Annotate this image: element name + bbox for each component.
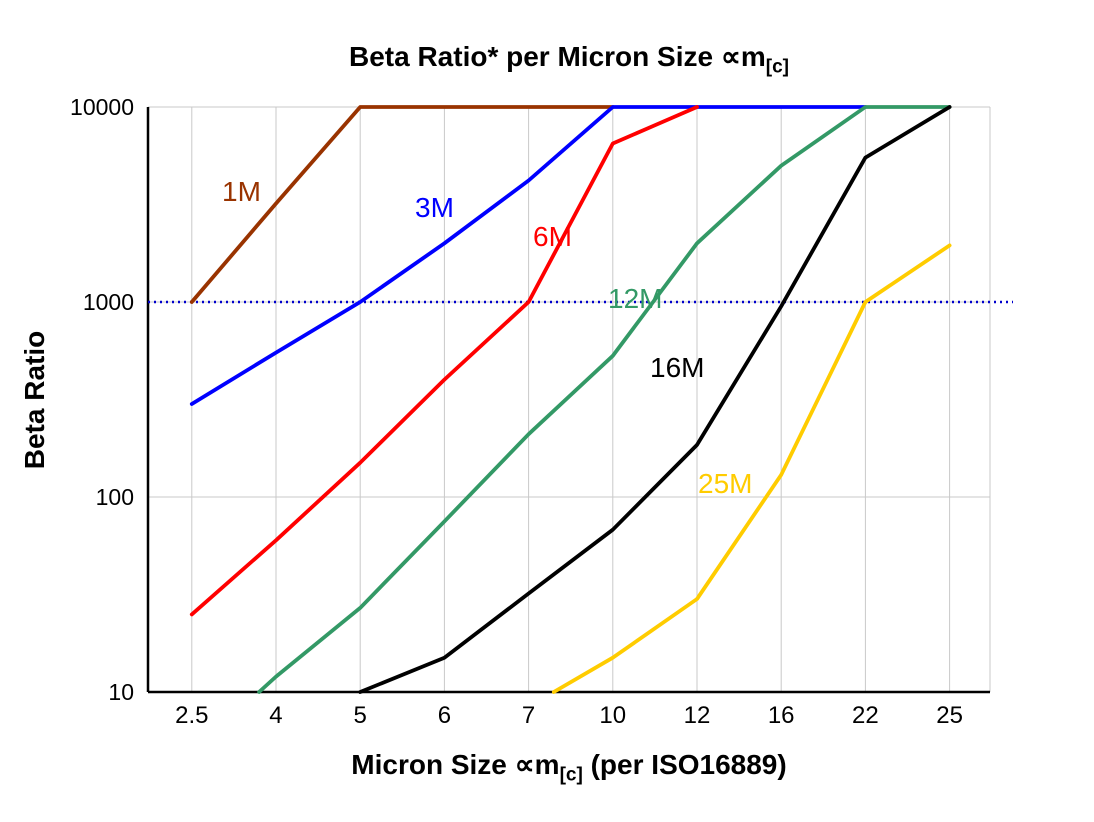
series-line-12M bbox=[257, 105, 952, 694]
series-line-1M bbox=[189, 105, 615, 304]
series-label-25M: 25M bbox=[698, 468, 753, 499]
y-tick-label: 10 bbox=[108, 679, 134, 705]
series-line-3M bbox=[189, 105, 868, 406]
x-tick-label: 5 bbox=[353, 702, 367, 729]
chart-title-subscript: [c] bbox=[765, 56, 790, 78]
series-label-16M: 16M bbox=[650, 352, 705, 383]
chart-title: Beta Ratio* per Micron Size ∝m[c] bbox=[148, 40, 990, 79]
x-axis-title-subscript: [c] bbox=[559, 764, 583, 786]
x-tick-label: 4 bbox=[269, 702, 283, 729]
series-line-6M bbox=[189, 105, 699, 617]
y-tick-label: 100 bbox=[95, 484, 134, 510]
x-tick-label: 6 bbox=[437, 702, 452, 729]
x-tick-label: 10 bbox=[599, 702, 627, 729]
series-label-6M: 6M bbox=[533, 221, 572, 252]
series-label-3M: 3M bbox=[415, 192, 454, 223]
y-tick-label: 10000 bbox=[70, 94, 134, 120]
x-tick-label: 7 bbox=[521, 702, 536, 729]
chart-title-text: Beta Ratio* per Micron Size ∝m bbox=[348, 41, 766, 72]
x-axis-title-text: Micron Size ∝m bbox=[351, 749, 560, 780]
series-line-25M bbox=[551, 243, 952, 694]
series-label-1M: 1M bbox=[222, 176, 261, 207]
series-label-12M: 12M bbox=[608, 283, 663, 314]
x-tick-label: 25 bbox=[936, 702, 963, 729]
x-tick-label: 22 bbox=[852, 702, 879, 729]
x-axis-title: Micron Size ∝m[c] (per ISO16889) bbox=[148, 748, 990, 787]
y-tick-label: 1000 bbox=[82, 289, 134, 315]
series-line-16M bbox=[358, 105, 952, 694]
y-axis-title: Beta Ratio bbox=[19, 330, 50, 470]
x-tick-label: 16 bbox=[767, 702, 795, 729]
x-tick-label: 12 bbox=[683, 702, 711, 729]
x-tick-label: 2.5 bbox=[175, 702, 209, 729]
x-axis-title-suffix: (per ISO16889) bbox=[582, 749, 787, 780]
